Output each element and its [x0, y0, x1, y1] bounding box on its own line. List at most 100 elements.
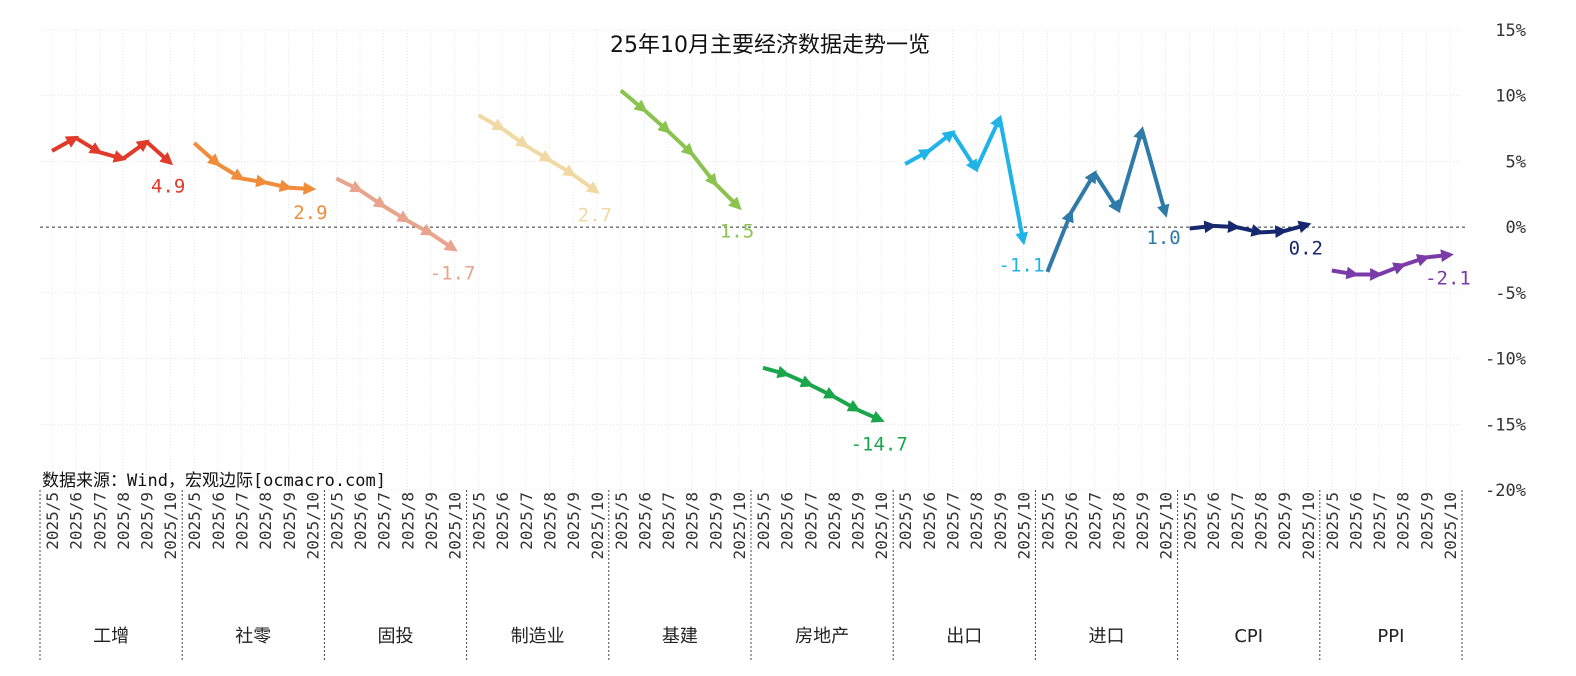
category-label: 社零 [235, 626, 271, 647]
chart-title: 25年10月主要经济数据走势一览 [610, 33, 930, 58]
x-tick-label: 2025/5 [1323, 492, 1342, 550]
x-tick-label: 2025/9 [1133, 492, 1152, 550]
y-tick-label: -20% [1485, 481, 1526, 501]
series-segment [264, 179, 293, 193]
data-label: 1.5 [720, 220, 754, 242]
x-tick-label: 2025/9 [280, 492, 299, 550]
series-segment [690, 152, 718, 187]
series-segment [762, 365, 791, 379]
series-segment [358, 188, 387, 209]
series-segment [406, 218, 435, 236]
series-segment [1331, 266, 1360, 280]
x-tick-label: 2025/9 [991, 492, 1010, 550]
category-label: PPI [1377, 626, 1404, 647]
x-tick-label: 2025/7 [232, 492, 251, 550]
series-segment [1283, 220, 1312, 234]
x-tick-label: 2025/10 [1014, 492, 1033, 559]
series-segment [1260, 225, 1288, 238]
x-tick-label: 2025/6 [778, 492, 797, 550]
grid [40, 29, 1462, 491]
x-tick-label: 2025/5 [896, 492, 915, 550]
series-7 [1045, 126, 1170, 273]
x-tick-label: 2025/7 [517, 492, 536, 550]
x-tick-label: 2025/8 [967, 492, 986, 550]
x-tick-label: 2025/8 [256, 492, 275, 550]
x-tick-label: 2025/10 [1157, 492, 1176, 559]
x-tick-label: 2025/6 [1346, 492, 1365, 550]
x-tick-label: 2025/6 [1204, 492, 1223, 550]
y-tick-label: 10% [1495, 87, 1526, 107]
series-segment [51, 135, 79, 153]
series-segment [1045, 209, 1074, 273]
x-tick-label: 2025/6 [1062, 492, 1081, 550]
x-tick-label: 2025/7 [375, 492, 394, 550]
x-tick-label: 2025/8 [114, 492, 133, 550]
series-segment [524, 143, 553, 163]
series-segment [1426, 249, 1454, 263]
x-tick-label: 2025/6 [351, 492, 370, 550]
source-note: 数据来源：Wind，宏观边际[ocmacro.com] [42, 471, 386, 491]
x-tick-label: 2025/6 [67, 492, 86, 550]
series-segment [192, 141, 221, 167]
x-tick-label: 2025/8 [683, 492, 702, 550]
series-segment [477, 113, 506, 131]
data-label: 2.7 [578, 205, 612, 227]
x-tick-label: 2025/10 [303, 492, 322, 559]
series-segment [429, 232, 458, 252]
series-2 [335, 176, 458, 252]
x-tick-label: 2025/9 [1275, 492, 1294, 550]
category-label: 制造业 [511, 626, 565, 647]
series-segment [98, 150, 127, 163]
series-segment [74, 136, 103, 155]
data-label: -14.7 [851, 433, 908, 455]
x-tick-label: 2025/10 [730, 492, 749, 559]
series-segment [1213, 220, 1241, 234]
series-segment [927, 130, 956, 153]
x-tick-label: 2025/6 [209, 492, 228, 550]
x-tick-label: 2025/10 [1299, 492, 1318, 559]
category-label: 工增 [93, 626, 129, 647]
category-label: 出口 [946, 626, 982, 647]
x-tick-label: 2025/7 [943, 492, 962, 550]
series-segment [1069, 169, 1097, 214]
data-label: -1.1 [999, 255, 1045, 277]
x-tick-label: 2025/5 [754, 492, 773, 550]
series-4 [619, 88, 742, 211]
x-tick-label: 2025/5 [185, 492, 204, 550]
y-axis: 15% 10% 5% 0% -5% -10% -15% -20% [1485, 21, 1526, 501]
series-segment [145, 140, 174, 166]
x-tick-label: 2025/9 [422, 492, 441, 550]
x-tick-label: 2025/9 [1417, 492, 1436, 550]
y-tick-label: 15% [1495, 21, 1526, 41]
series-6 [904, 114, 1029, 246]
series-segment [1092, 172, 1121, 214]
series-segment [335, 176, 364, 193]
series-segment [1116, 126, 1146, 211]
category-label: 房地产 [795, 626, 849, 647]
series-segment [382, 204, 411, 223]
series-segment [832, 394, 861, 412]
data-label: 0.2 [1289, 238, 1323, 260]
series-segment [216, 162, 245, 181]
series-1 [192, 141, 317, 195]
series-5 [762, 365, 885, 423]
series-segment [643, 108, 671, 134]
series-segment [997, 117, 1029, 246]
x-tick-label: 2025/10 [161, 492, 180, 559]
x-tick-label: 2025/10 [588, 492, 607, 559]
data-label: -1.7 [430, 262, 476, 284]
x-tick-label: 2025/5 [43, 492, 62, 550]
data-label: 1.0 [1146, 227, 1180, 249]
x-tick-label: 2025/10 [1441, 492, 1460, 559]
series-segment [904, 149, 933, 166]
x-tick-label: 2025/9 [564, 492, 583, 550]
series-segment [856, 408, 885, 423]
series-segment [1189, 220, 1218, 234]
x-tick-label: 2025/8 [1394, 492, 1413, 550]
x-tick-label: 2025/7 [659, 492, 678, 550]
series-segment [950, 131, 979, 173]
x-tick-label: 2025/7 [1086, 492, 1105, 550]
x-tick-label: 2025/9 [706, 492, 725, 550]
